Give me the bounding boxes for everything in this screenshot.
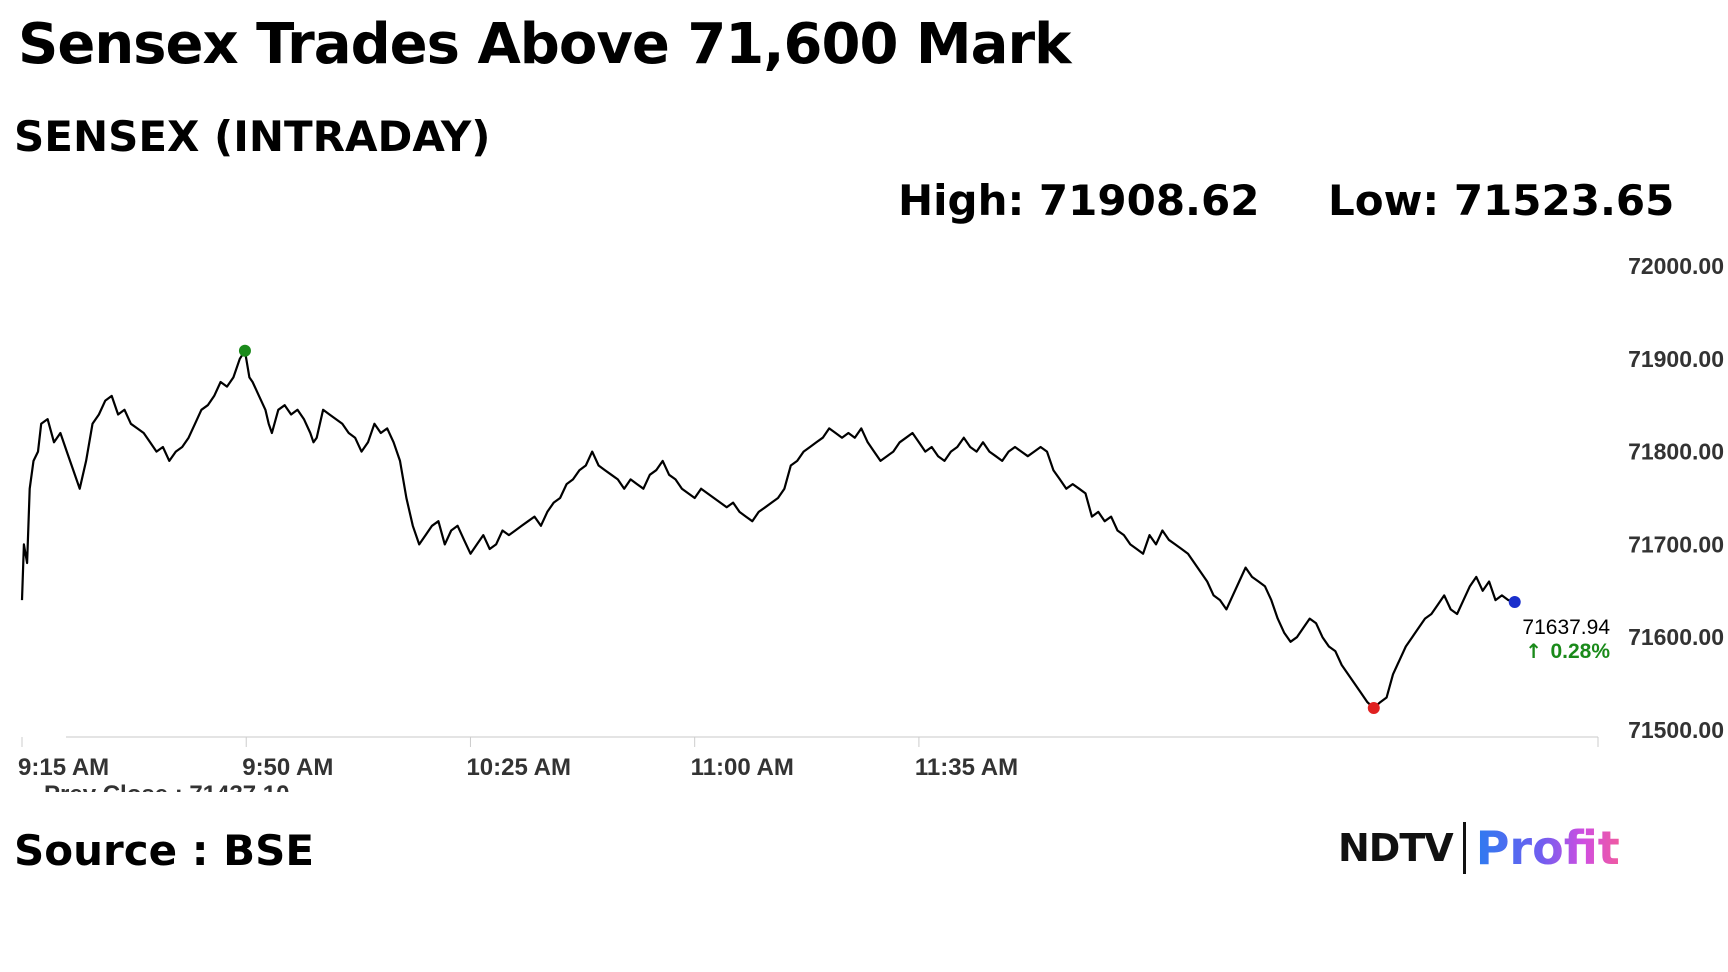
up-arrow-icon: ↑: [1525, 639, 1542, 663]
change-label: 0.28%: [1550, 640, 1610, 663]
y-tick-label: 71700.00: [1628, 531, 1724, 557]
logo-profit: Profit: [1475, 821, 1620, 875]
y-tick-label: 71600.00: [1628, 624, 1724, 650]
low-value: Low: 71523.65: [1328, 176, 1675, 225]
high-marker: [238, 344, 251, 357]
last-value-label: 71637.94: [1522, 616, 1610, 639]
intraday-chart: 72000.00 71900.00 71800.00 71700.00 71600.00…: [18, 253, 1724, 800]
y-tick-label: 72000.00: [1628, 253, 1724, 279]
chart-subtitle: SENSEX (INTRADAY): [14, 112, 491, 161]
price-line: [20, 349, 1516, 710]
last-marker: [1508, 595, 1521, 608]
y-axis-ticks: 72000.00 71900.00 71800.00 71700.00 71600.00…: [1628, 253, 1724, 743]
y-tick-label: 71500.00: [1628, 717, 1724, 743]
ndtv-profit-logo: NDTV Profit: [1338, 818, 1620, 878]
logo-ndtv: NDTV: [1338, 826, 1454, 870]
high-value: High: 71908.62: [898, 176, 1260, 225]
x-axis-ticks: 9:15 AM 9:50 AM 10:25 AM 11:00 AM 11:35 AM: [18, 737, 1599, 781]
low-marker: [1367, 702, 1380, 715]
logo-divider: [1462, 822, 1466, 874]
source-label: Source : BSE: [14, 826, 315, 875]
x-tick-label: 9:15 AM: [18, 754, 109, 781]
x-tick-label: 11:35 AM: [915, 754, 1018, 781]
prev-close-label: Prev Close : 71437.10: [44, 781, 290, 800]
page-title: Sensex Trades Above 71,600 Mark: [18, 12, 1071, 77]
y-tick-label: 71800.00: [1628, 439, 1724, 465]
x-tick-label: 10:25 AM: [466, 754, 570, 781]
x-tick-label: 9:50 AM: [242, 754, 333, 781]
y-tick-label: 71900.00: [1628, 346, 1724, 372]
x-tick-label: 11:00 AM: [691, 754, 794, 781]
